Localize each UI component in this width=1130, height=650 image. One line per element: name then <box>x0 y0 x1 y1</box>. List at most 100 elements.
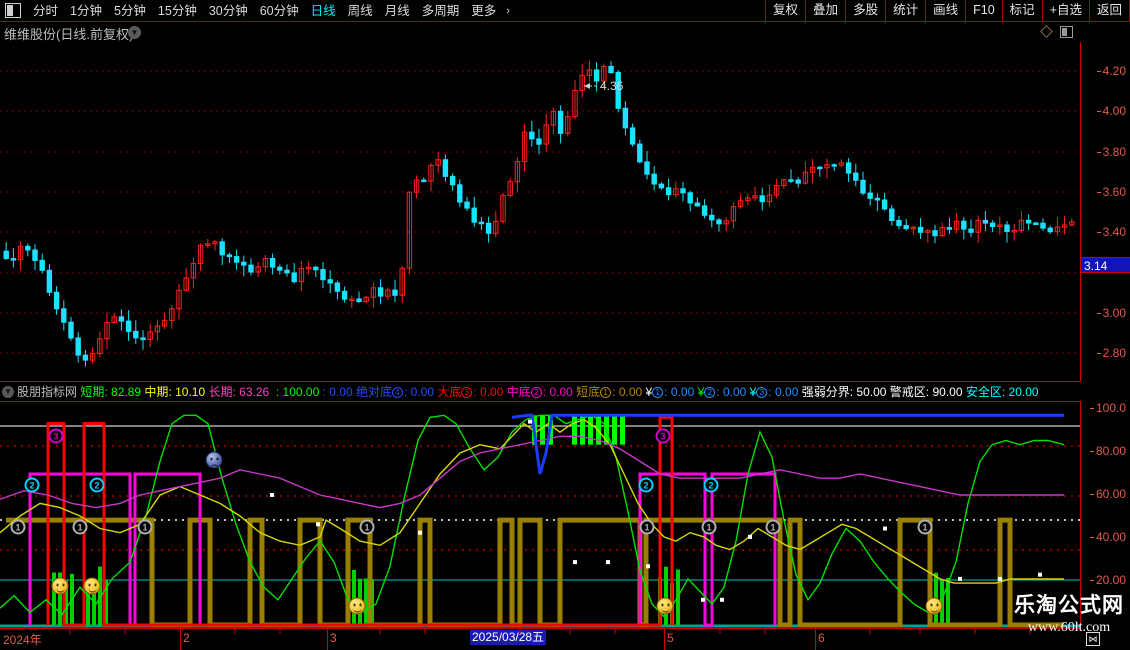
chevron-right-icon[interactable]: › <box>506 4 510 17</box>
period-tab-2[interactable]: 5分钟 <box>113 3 146 18</box>
price-tick-5: 3.00 <box>1096 306 1126 320</box>
price-tick-1: 4.00 <box>1096 104 1126 118</box>
ind-label-13: 警戒区 <box>889 385 926 399</box>
period-tab-3[interactable]: 15分钟 <box>157 3 197 18</box>
marker-short-bottom-8[interactable]: 1 <box>917 519 933 535</box>
date-axis-ticks <box>69 629 1031 634</box>
price-chart-pane[interactable]: 4.36 2.65 榜 减 涨 财 S <box>0 42 1080 416</box>
marker-mid-bottom-2[interactable]: 2 <box>89 477 105 493</box>
ind-label-14: 安全区 <box>965 385 1002 399</box>
smiley-happy-icon-1 <box>51 577 69 595</box>
candlestick-series <box>3 60 1075 367</box>
price-tick-0: 4.20 <box>1096 64 1126 78</box>
ind-value-0: 82.89 <box>111 385 142 399</box>
scroll-handle-icon[interactable]: ⋈ <box>1086 632 1100 646</box>
ind-label-6: 大底 <box>437 385 462 399</box>
multistock-button[interactable]: 多股 <box>845 0 887 21</box>
ind-value-2: 63.26 <box>239 385 270 399</box>
marker-short-bottom-7[interactable]: 1 <box>765 519 781 535</box>
date-label-3: 5 <box>667 631 674 645</box>
top-toolbar: 分时 1分钟 5分钟 15分钟 30分钟 60分钟 日线 周线 月线 多周期 更… <box>0 0 1130 22</box>
period-tabs: 分时 1分钟 5分钟 15分钟 30分钟 60分钟 日线 周线 月线 多周期 更… <box>0 0 514 22</box>
add-watchlist-button[interactable]: +自选 <box>1041 0 1090 21</box>
period-tab-8[interactable]: 月线 <box>384 3 410 18</box>
smiley-happy-icon-3 <box>348 597 366 615</box>
chevron-down-icon[interactable]: ▼ <box>2 385 14 398</box>
marker-short-bottom-3[interactable]: 1 <box>137 519 153 535</box>
marker-big-bottom-2[interactable]: 3 <box>655 428 671 444</box>
circled-yen2-icon: 2 <box>704 386 716 398</box>
marker-mid-bottom-1[interactable]: 2 <box>24 477 40 493</box>
ind-label-9: ¥ <box>645 385 653 399</box>
ind-value-12: 50.00 <box>856 385 887 399</box>
page-title: 维维股份(日线.前复权) <box>4 27 134 42</box>
ind-tick-2: 60.00 <box>1089 487 1126 501</box>
period-tab-7[interactable]: 周线 <box>347 3 373 18</box>
price-tick-3: 3.60 <box>1096 185 1126 199</box>
period-tab-4[interactable]: 30分钟 <box>208 3 248 18</box>
date-axis[interactable]: 2024年 2 3 2025/03/28五 5 6 <box>0 628 1080 650</box>
chevron-down-icon[interactable]: ▼ <box>128 26 141 39</box>
ind-value-3: 100.00 <box>282 385 320 399</box>
marker-big-bottom-1[interactable]: 3 <box>48 428 64 444</box>
indicator-header[interactable]: ▼ 股朋指标网 短期: 82.89 中期: 10.10 长期: 63.26 : 1… <box>0 383 1130 401</box>
marker-mid-bottom-4[interactable]: 2 <box>703 477 719 493</box>
ind-value-9: 0.00 <box>670 385 695 399</box>
ind-label-12: 强弱分界 <box>801 385 850 399</box>
period-tab-1[interactable]: 1分钟 <box>70 3 102 18</box>
smiley-happy-icon-4 <box>656 597 674 615</box>
indicator-series-layer <box>0 413 1065 628</box>
marker-short-bottom-1[interactable]: 1 <box>10 519 26 535</box>
ind-value-6: 0.00 <box>480 385 504 399</box>
price-annotation-arrows <box>61 83 598 412</box>
ind-tick-3: 40.00 <box>1089 530 1126 544</box>
back-button[interactable]: 返回 <box>1088 0 1130 21</box>
overlay-button[interactable]: 叠加 <box>805 0 847 21</box>
high-price-label: 4.36 <box>600 79 624 93</box>
ind-label-5: 绝对底 <box>355 385 392 399</box>
period-tab-10[interactable]: 更多 <box>471 3 497 18</box>
period-tab-0[interactable]: 分时 <box>33 3 59 18</box>
glyph-s: S <box>805 359 814 373</box>
ind-tick-1: 80.00 <box>1089 444 1126 458</box>
price-gridlines <box>0 70 1080 354</box>
indicator-source: 股朋指标网 <box>17 385 78 399</box>
marker-short-bottom-2[interactable]: 1 <box>72 519 88 535</box>
current-price-badge: 3.14 <box>1081 257 1130 273</box>
mark-button[interactable]: 标记 <box>1001 0 1043 21</box>
f10-button[interactable]: F10 <box>965 0 1003 21</box>
smiley-happy-icon-2 <box>83 577 101 595</box>
ind-value-11: 0.00 <box>775 385 799 399</box>
ind-label-7: 中底 <box>506 385 531 399</box>
smiley-happy-icon-5 <box>925 597 943 615</box>
panel-toggle-icon[interactable] <box>5 3 21 18</box>
indicator-chart-pane[interactable]: 1 1 1 1 1 1 1 1 2 2 2 2 3 3 <box>0 401 1080 628</box>
smiley-sad-icon-1 <box>205 451 223 469</box>
drawline-button[interactable]: 画线 <box>925 0 967 21</box>
glyph-bang: 榜 <box>517 359 530 373</box>
date-label-0: 2024年 <box>3 633 42 647</box>
glyph-jian: 减 <box>532 359 545 373</box>
ind-label-8: 短底 <box>576 385 601 399</box>
marker-mid-bottom-3[interactable]: 2 <box>638 477 654 493</box>
circled-yen3-icon: 3 <box>756 386 768 398</box>
ind-label-0: 短期 <box>80 385 105 399</box>
period-tab-5[interactable]: 60分钟 <box>259 3 299 18</box>
period-tab-6[interactable]: 日线 <box>310 3 336 18</box>
price-tick-6: 2.80 <box>1096 346 1126 360</box>
fuquan-button[interactable]: 复权 <box>765 0 807 21</box>
marker-short-bottom-5[interactable]: 1 <box>639 519 655 535</box>
glyph-cai: 财 <box>639 359 652 373</box>
toolbar-actions: 复权 叠加 多股 统计 画线 F10 标记 +自选 返回 <box>765 0 1130 22</box>
signal-glyph-row: 榜 减 涨 财 S <box>0 360 1080 380</box>
glyph-zhang: 涨 <box>590 359 603 373</box>
marker-short-bottom-6[interactable]: 1 <box>701 519 717 535</box>
indicator-value-axis[interactable]: 100.0 80.00 60.00 40.00 20.00 <box>1080 401 1130 628</box>
marker-short-bottom-4[interactable]: 1 <box>359 519 375 535</box>
statistics-button[interactable]: 统计 <box>885 0 927 21</box>
period-tab-9[interactable]: 多周期 <box>421 3 460 18</box>
price-value-axis[interactable]: 4.20 4.00 3.80 3.60 3.40 3.14 3.00 2.80 <box>1080 42 1130 382</box>
circled-yen1-icon: 1 <box>652 386 664 398</box>
layout-toggle-icon[interactable] <box>1060 26 1073 38</box>
chart-title-row: 维维股份(日线.前复权) ▼ <box>0 22 1130 42</box>
